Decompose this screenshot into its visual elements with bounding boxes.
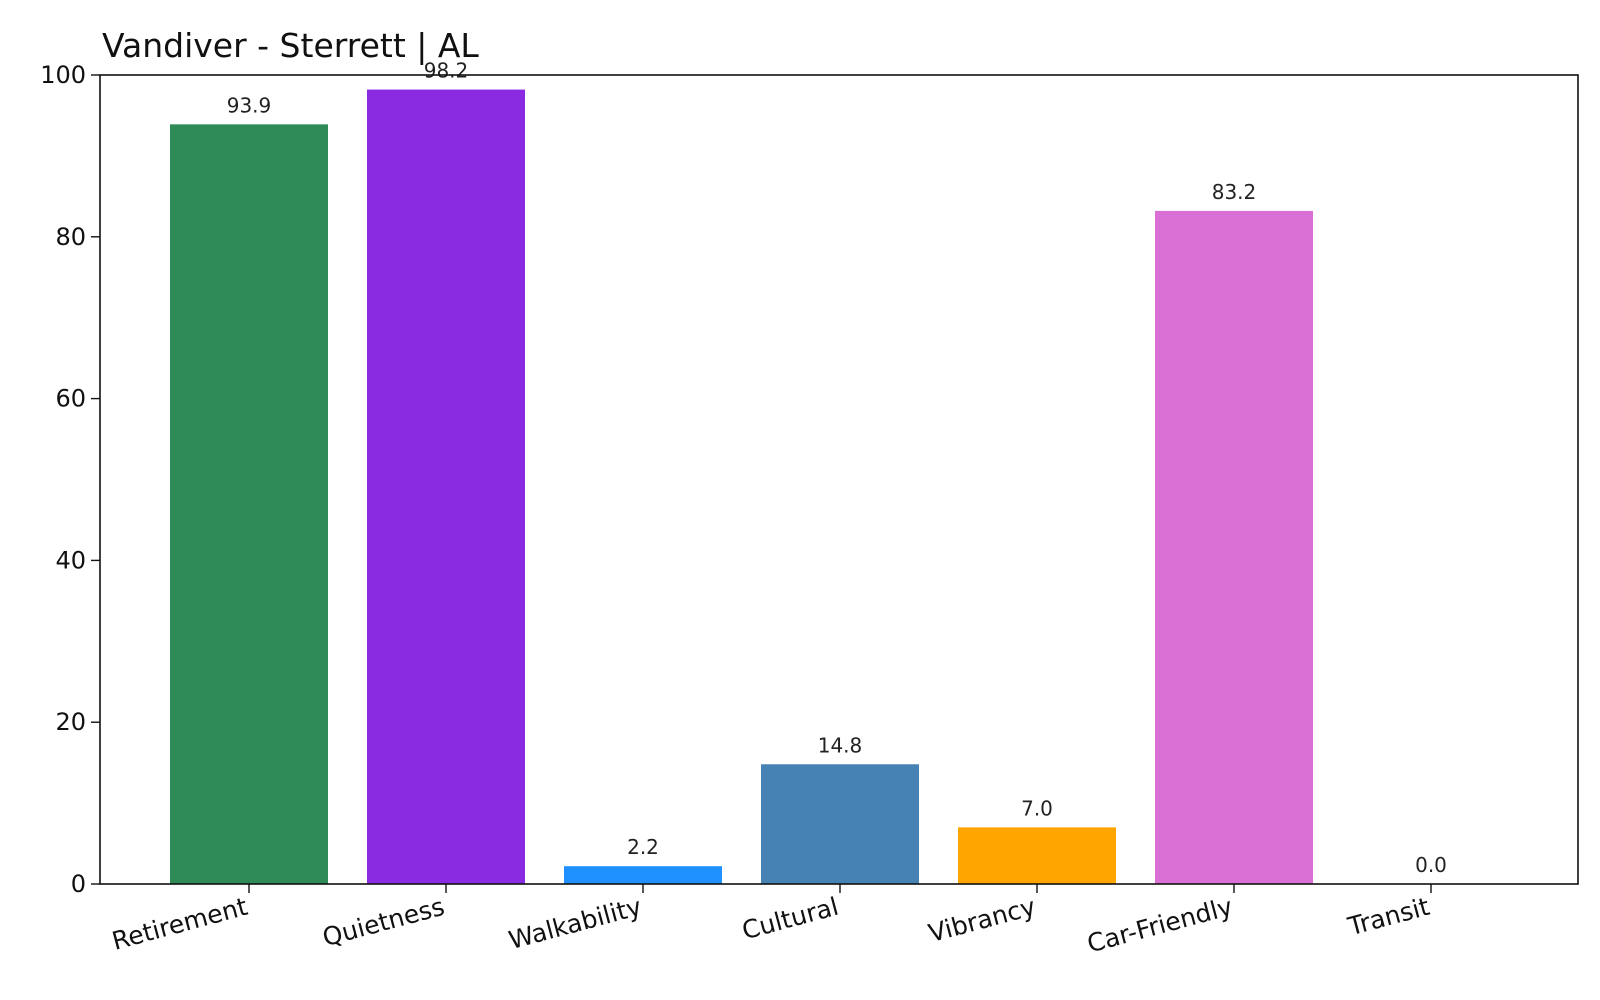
x-tick-label: Retirement [109,892,251,956]
bar-vibrancy [958,827,1116,884]
bar-value-label: 14.8 [818,733,863,757]
bar-car-friendly [1155,210,1313,885]
y-tick-label: 60 [55,385,86,413]
plot-frame [99,74,1579,885]
bar-walkability [564,866,722,884]
bar-retirement [170,124,328,884]
plot-area: 0 20 40 60 80 100 93.9 Retirement 98.2 Quietness 2… [40,59,1447,959]
y-tick-label: 20 [55,708,86,736]
bar-value-label: 7.0 [1021,796,1053,820]
x-tick-label: Walkability [506,892,645,955]
y-tick-label: 0 [71,870,86,898]
chart-title: Vandiver - Sterrett | AL [102,26,479,65]
bar-quietness [367,89,525,884]
y-tick-label: 80 [55,223,86,251]
y-tick-label: 40 [55,546,86,574]
bar-value-label: 98.2 [424,59,469,83]
x-tick-label: Quietness [319,892,447,952]
bar-cultural [761,764,919,884]
x-tick-label: Transit [1344,892,1433,942]
x-tick-label: Car-Friendly [1084,892,1236,959]
bar-value-label: 83.2 [1212,180,1257,204]
x-tick-label: Vibrancy [925,892,1038,948]
bar-value-label: 2.2 [627,835,659,859]
x-tick-label: Cultural [739,892,842,945]
bar-value-label: 93.9 [227,93,272,117]
y-tick-label: 100 [40,61,86,89]
bar-value-label: 0.0 [1415,853,1447,877]
